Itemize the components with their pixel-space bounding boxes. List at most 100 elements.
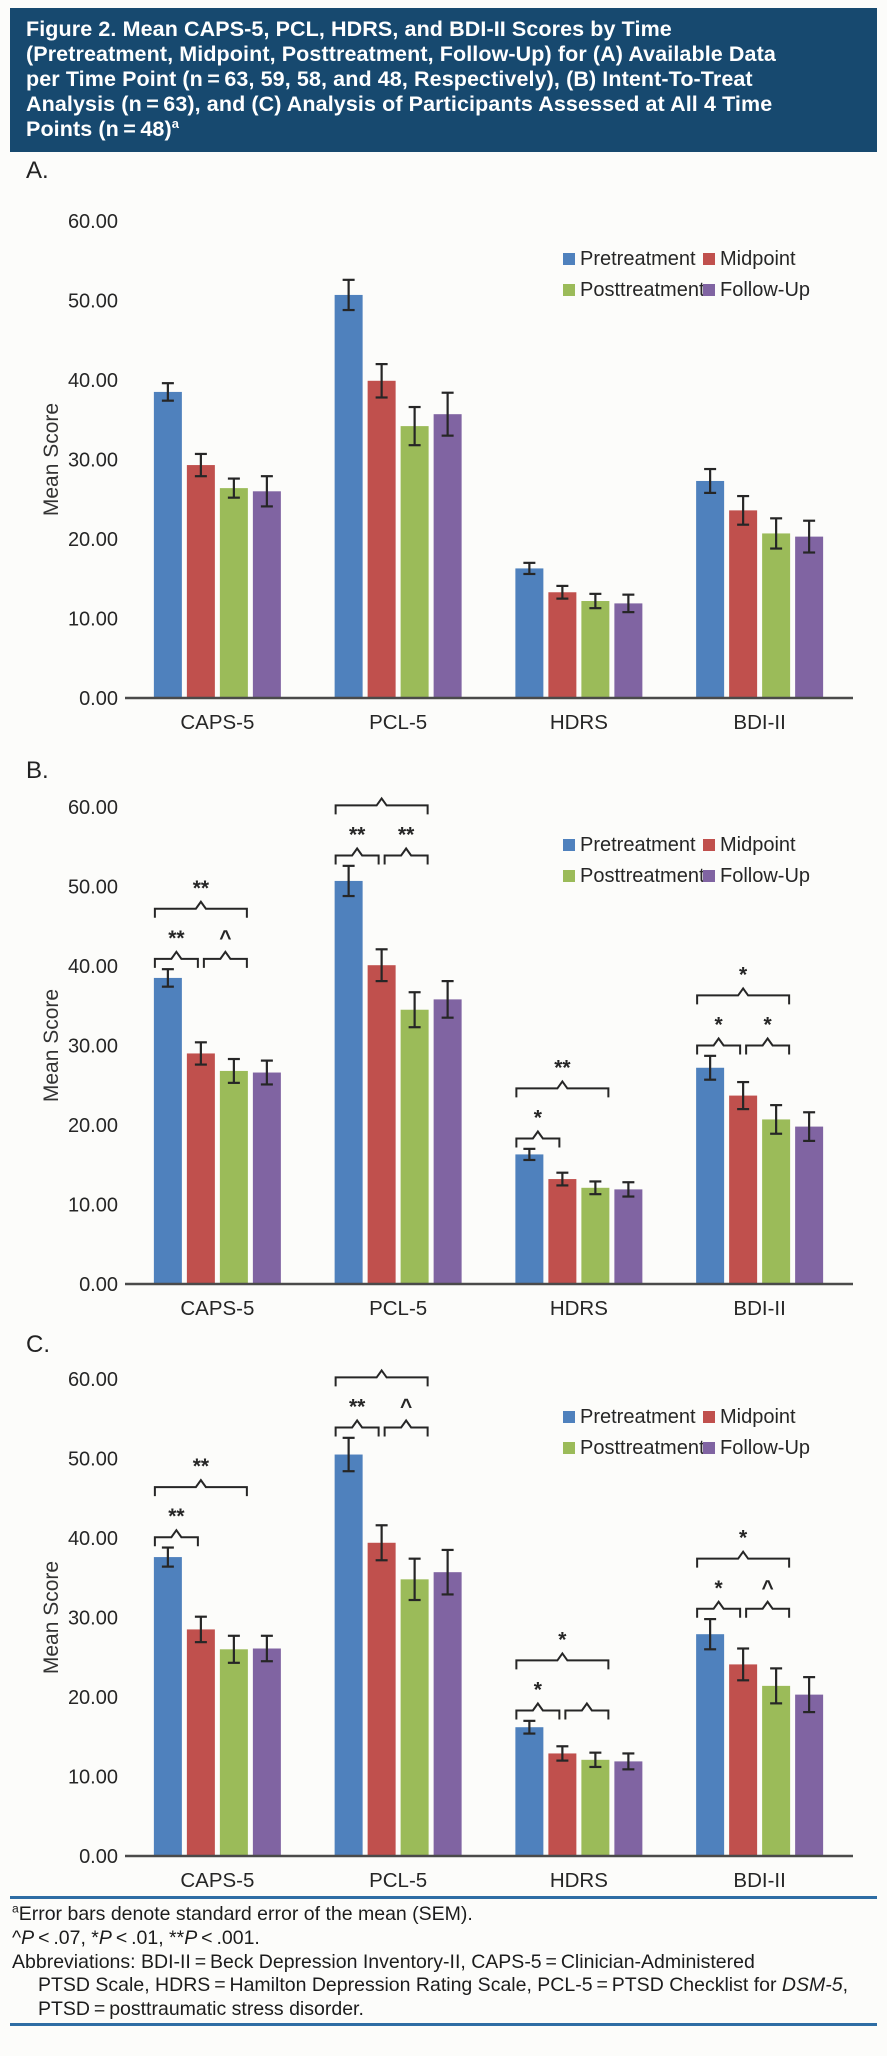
bar-posttreatment-caps-5 [219, 1070, 248, 1284]
legend-swatch-posttreatment-icon [563, 1442, 575, 1454]
significance-label: ** [349, 823, 366, 846]
bar-pretreatment-hdrs [515, 568, 544, 698]
legend-swatch-follow-up-icon [703, 870, 715, 882]
bar-pretreatment-hdrs [515, 1154, 544, 1284]
significance-label: ** [373, 785, 390, 796]
legend-swatch-follow-up-icon [703, 284, 715, 296]
footnotes: aError bars denote standard error of the… [12, 1902, 875, 2022]
category-label: HDRS [550, 711, 608, 734]
bar-pretreatment-bdi-ii [696, 1067, 725, 1284]
y-tick-label: 10.00 [68, 1195, 118, 1217]
bar-pretreatment-pcl-5 [334, 294, 363, 698]
bar-posttreatment-pcl-5 [400, 1579, 429, 1856]
significance-label: ** [554, 1056, 571, 1079]
significance-bracket [334, 1368, 429, 1387]
legend-label: Follow-Up [720, 1437, 810, 1459]
bar-follow-up-caps-5 [252, 1648, 281, 1856]
y-axis-title: Mean Score [40, 1561, 63, 1674]
category-label: BDI-II [733, 1869, 785, 1892]
bar-posttreatment-hdrs [581, 1759, 610, 1856]
y-tick-label: 60.00 [68, 211, 118, 233]
category-label: BDI-II [733, 1297, 785, 1320]
bar-posttreatment-hdrs [581, 1187, 610, 1284]
significance-label: ** [168, 1505, 185, 1528]
footnote-line: PTSD Scale, HDRS = Hamilton Depression R… [38, 1974, 848, 1997]
significance-label: ** [168, 927, 185, 950]
panel-a-label: A. [26, 157, 49, 184]
bar-midpoint-hdrs [548, 1179, 577, 1284]
bar-posttreatment-caps-5 [219, 1649, 248, 1856]
bar-follow-up-bdi-ii [795, 1126, 824, 1284]
divider-rule-bottom [10, 2022, 877, 2026]
significance-bracket [153, 1528, 199, 1547]
panel-b-label: B. [26, 757, 49, 784]
significance-label: * [739, 963, 748, 986]
bar-posttreatment-hdrs [581, 601, 610, 698]
bar-follow-up-pcl-5 [433, 414, 462, 698]
legend-label: Posttreatment [580, 1437, 705, 1459]
y-tick-label: 30.00 [68, 450, 118, 472]
bar-follow-up-caps-5 [252, 491, 281, 698]
legend-label: Midpoint [720, 834, 796, 856]
bar-posttreatment-caps-5 [219, 488, 248, 698]
significance-bracket [334, 846, 380, 865]
significance-bracket [153, 900, 248, 918]
legend-swatch-midpoint-icon [703, 839, 715, 851]
significance-label: ^ [400, 1395, 412, 1418]
significance-label: ^ [761, 1577, 773, 1600]
panel-a: A. 0.00 10.00 20.00 30.00 40.00 50.00 60.00 Mea… [0, 157, 887, 741]
significance-bracket [202, 950, 248, 968]
y-tick-label: 30.00 [68, 1608, 118, 1630]
y-tick-label: 50.00 [68, 291, 118, 313]
bar-posttreatment-bdi-ii [762, 1685, 791, 1856]
bar-follow-up-bdi-ii [795, 536, 824, 698]
bar-midpoint-pcl-5 [367, 380, 396, 698]
bar-posttreatment-bdi-ii [762, 533, 791, 698]
y-tick-label: 60.00 [68, 797, 118, 819]
bar-pretreatment-hdrs [515, 1727, 544, 1856]
chart-a: 0.00 10.00 20.00 30.00 40.00 50.00 60.00 Mean S… [40, 211, 853, 734]
bar-follow-up-hdrs [614, 603, 643, 698]
significance-label: * [739, 1527, 748, 1550]
bar-midpoint-hdrs [548, 592, 577, 698]
significance-bracket [745, 1036, 791, 1055]
category-label: PCL-5 [369, 1297, 427, 1320]
significance-bracket [515, 1129, 561, 1148]
bar-posttreatment-pcl-5 [400, 1009, 429, 1284]
y-tick-label: 20.00 [68, 1687, 118, 1709]
y-axis-title: Mean Score [40, 989, 63, 1102]
panel-c: C. 0.00 10.00 20.00 30.00 40.00 50.00 60.00 Mea… [0, 1331, 887, 1892]
bar-midpoint-bdi-ii [729, 1664, 758, 1856]
figure-title-line: Points (n = 48)a [26, 115, 179, 141]
bar-follow-up-hdrs [614, 1761, 643, 1856]
bar-midpoint-bdi-ii [729, 1095, 758, 1284]
legend-swatch-posttreatment-icon [563, 870, 575, 882]
bar-midpoint-hdrs [548, 1753, 577, 1856]
significance-bracket [515, 1701, 561, 1720]
figure-title-line: per Time Point (n = 63, 59, 58, and 48, … [26, 67, 753, 91]
bar-midpoint-caps-5 [186, 1629, 215, 1856]
bar-pretreatment-pcl-5 [334, 1454, 363, 1856]
legend-swatch-midpoint-icon [703, 253, 715, 265]
significance-label: * [558, 1628, 567, 1651]
chart-c: 0.00 10.00 20.00 30.00 40.00 50.00 60.00 Mean S… [40, 1359, 853, 1892]
y-tick-label: 20.00 [68, 529, 118, 551]
category-label: PCL-5 [369, 1869, 427, 1892]
figure-title-line: Figure 2. Mean CAPS-5, PCL, HDRS, and BD… [26, 17, 672, 41]
bar-pretreatment-caps-5 [153, 977, 182, 1284]
significance-bracket [383, 846, 429, 865]
significance-label: ** [398, 823, 415, 846]
divider-rule-top [10, 1896, 877, 1899]
chart-b: 0.00 10.00 20.00 30.00 40.00 50.00 60.00 Mean S… [40, 785, 853, 1320]
y-tick-label: 10.00 [68, 609, 118, 631]
significance-bracket [696, 1036, 742, 1055]
legend-label: Pretreatment [580, 248, 696, 270]
legend-label: Follow-Up [720, 865, 810, 887]
category-label: CAPS-5 [180, 1869, 254, 1892]
significance-bracket [383, 1418, 429, 1437]
legend-swatch-pretreatment-icon [563, 839, 575, 851]
y-tick-label: 10.00 [68, 1767, 118, 1789]
significance-label: * [715, 1014, 724, 1037]
bar-pretreatment-bdi-ii [696, 1634, 725, 1856]
y-tick-label: 40.00 [68, 956, 118, 978]
